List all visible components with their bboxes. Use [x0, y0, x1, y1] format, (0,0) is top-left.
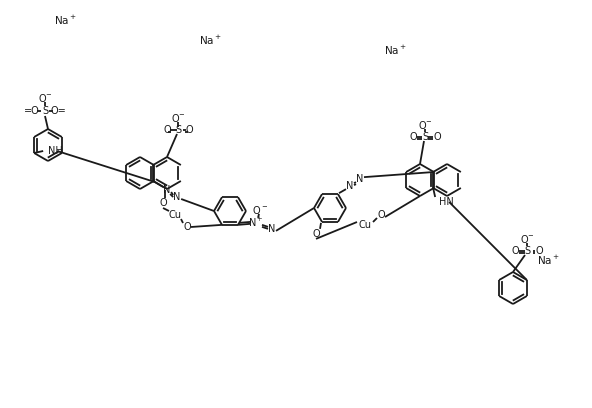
Text: O$^{-}$: O$^{-}$ [170, 112, 185, 124]
Text: S: S [175, 125, 181, 135]
Text: O: O [511, 246, 519, 256]
Text: O: O [163, 125, 171, 135]
Text: N: N [163, 185, 171, 195]
Text: Na$^+$: Na$^+$ [384, 43, 407, 57]
Text: Cu: Cu [169, 210, 182, 220]
Text: O: O [185, 125, 193, 135]
Text: N: N [173, 192, 181, 202]
Text: O: O [409, 132, 417, 142]
Text: O$^{-}$: O$^{-}$ [417, 119, 432, 131]
Text: NH: NH [48, 146, 63, 156]
Text: Na$^+$: Na$^+$ [198, 33, 221, 47]
Text: O: O [535, 246, 543, 256]
Text: O$^-$: O$^-$ [252, 204, 268, 216]
Text: Cu: Cu [359, 220, 372, 230]
Text: O: O [159, 198, 167, 208]
Text: O: O [433, 132, 441, 142]
Text: S: S [524, 246, 530, 256]
Text: Na$^+$: Na$^+$ [53, 13, 76, 27]
Text: O=: O= [50, 106, 66, 116]
Text: O: O [312, 229, 320, 239]
Text: Na$^+$: Na$^+$ [536, 253, 559, 266]
Text: O$^{-}$: O$^{-}$ [520, 233, 535, 245]
Text: O: O [377, 210, 385, 220]
Text: =O: =O [24, 106, 40, 116]
Text: S: S [422, 132, 428, 142]
Text: N$^+$: N$^+$ [248, 216, 264, 229]
Text: N: N [346, 181, 353, 191]
Text: N: N [356, 174, 363, 184]
Text: N: N [268, 224, 276, 234]
Text: O: O [183, 222, 191, 232]
Text: HN: HN [439, 197, 454, 207]
Text: S: S [42, 106, 48, 116]
Text: O$^{-}$: O$^{-}$ [38, 92, 52, 104]
